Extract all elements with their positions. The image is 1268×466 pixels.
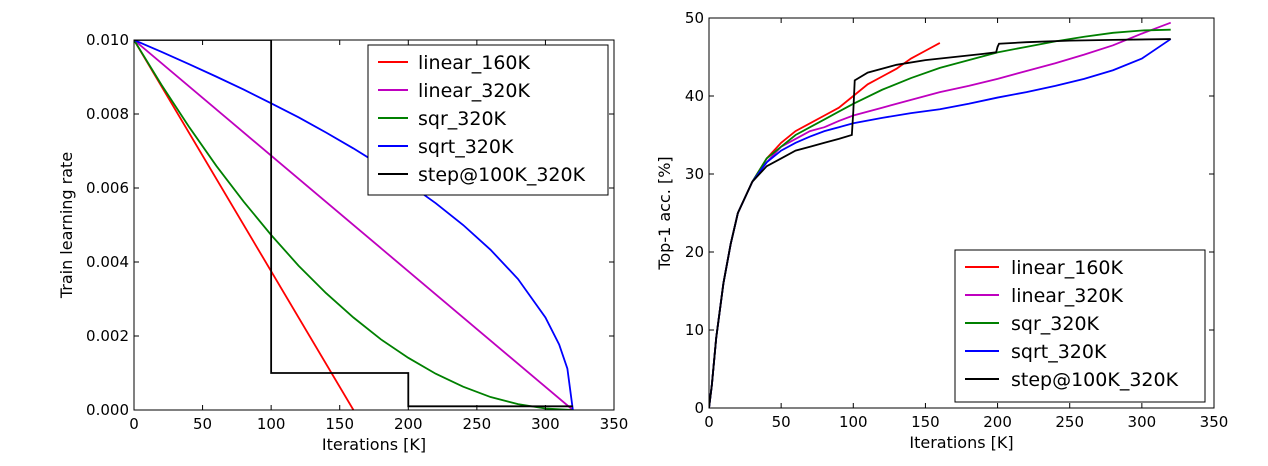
y-tick-label: 0.002 bbox=[86, 327, 129, 345]
x-tick-label: 100 bbox=[257, 415, 286, 433]
legend-label-sqrt_320K: sqrt_320K bbox=[1011, 341, 1107, 363]
x-tick-label: 300 bbox=[531, 415, 560, 433]
x-tick-label: 350 bbox=[1200, 413, 1229, 431]
legend-label-sqr_320K: sqr_320K bbox=[1011, 313, 1100, 335]
y-tick-label: 0.000 bbox=[86, 401, 129, 419]
learning-rate-chart: 0 50 100 150 200 250 300 350 0.000 0.002 0.004 0.00… bbox=[57, 31, 628, 454]
legend-label-sqr_320K: sqr_320K bbox=[418, 108, 507, 130]
y-tick-label: 0.004 bbox=[86, 253, 129, 271]
y-tick-label: 20 bbox=[685, 243, 704, 261]
legend-label-sqrt_320K: sqrt_320K bbox=[418, 136, 514, 158]
x-tick-label: 250 bbox=[1055, 413, 1084, 431]
legend-box bbox=[954, 249, 1206, 403]
series-line-linear_160K bbox=[709, 42, 941, 408]
x-tick-label: 50 bbox=[193, 415, 212, 433]
legend-label-linear_160K: linear_160K bbox=[418, 52, 531, 74]
x-tick-label: 0 bbox=[704, 413, 714, 431]
legend-label-linear_160K: linear_160K bbox=[1011, 257, 1124, 279]
x-tick-label: 350 bbox=[600, 415, 629, 433]
accuracy-chart: 0 50 100 150 200 250 300 350 0 10 20 30 40 50 Iteratio… bbox=[655, 9, 1228, 452]
x-tick-label: 150 bbox=[325, 415, 354, 433]
legend: linear_160K linear_320K sqr_320K sqrt_320Ks… bbox=[954, 249, 1206, 403]
y-tick-label: 0 bbox=[694, 399, 704, 417]
legend-label-linear_320K: linear_320K bbox=[418, 80, 531, 102]
x-tick-label: 200 bbox=[983, 413, 1012, 431]
legend-label-step@100K_320K: step@100K_320K bbox=[418, 164, 586, 186]
x-axis-title: Iterations [K] bbox=[322, 435, 426, 454]
series-line-step@100K_320K bbox=[709, 38, 1171, 408]
legend-box bbox=[367, 44, 609, 196]
plot-frame bbox=[708, 17, 1215, 409]
series-line-linear_160K bbox=[134, 40, 355, 410]
y-tick-label: 0.008 bbox=[86, 105, 129, 123]
series-line-linear_320K bbox=[134, 40, 574, 410]
x-tick-label: 0 bbox=[129, 415, 139, 433]
y-tick-label: 30 bbox=[685, 165, 704, 183]
x-tick-label: 300 bbox=[1128, 413, 1157, 431]
legend-label-linear_320K: linear_320K bbox=[1011, 285, 1124, 307]
x-tick-label: 250 bbox=[463, 415, 492, 433]
x-tick-label: 150 bbox=[911, 413, 940, 431]
y-tick-label: 10 bbox=[685, 321, 704, 339]
legend: linear_160K linear_320K sqr_320K sqrt_320Ks… bbox=[367, 44, 609, 196]
legend-label-step@100K_320K: step@100K_320K bbox=[1011, 369, 1179, 391]
y-axis-title: Train learning rate bbox=[57, 152, 76, 299]
y-axis-title: Top-1 acc. [%] bbox=[655, 156, 674, 270]
y-tick-label: 0.010 bbox=[86, 31, 129, 49]
x-tick-label: 200 bbox=[394, 415, 423, 433]
y-tick-label: 50 bbox=[685, 9, 704, 27]
series-line-sqr_320K bbox=[134, 40, 573, 410]
x-tick-label: 50 bbox=[772, 413, 791, 431]
plot-frame bbox=[133, 39, 615, 411]
x-axis-title: Iterations [K] bbox=[909, 433, 1013, 452]
x-tick-label: 100 bbox=[839, 413, 868, 431]
y-tick-label: 0.006 bbox=[86, 179, 129, 197]
y-tick-label: 40 bbox=[685, 87, 704, 105]
series-line-step@100K_320K bbox=[134, 40, 573, 408]
